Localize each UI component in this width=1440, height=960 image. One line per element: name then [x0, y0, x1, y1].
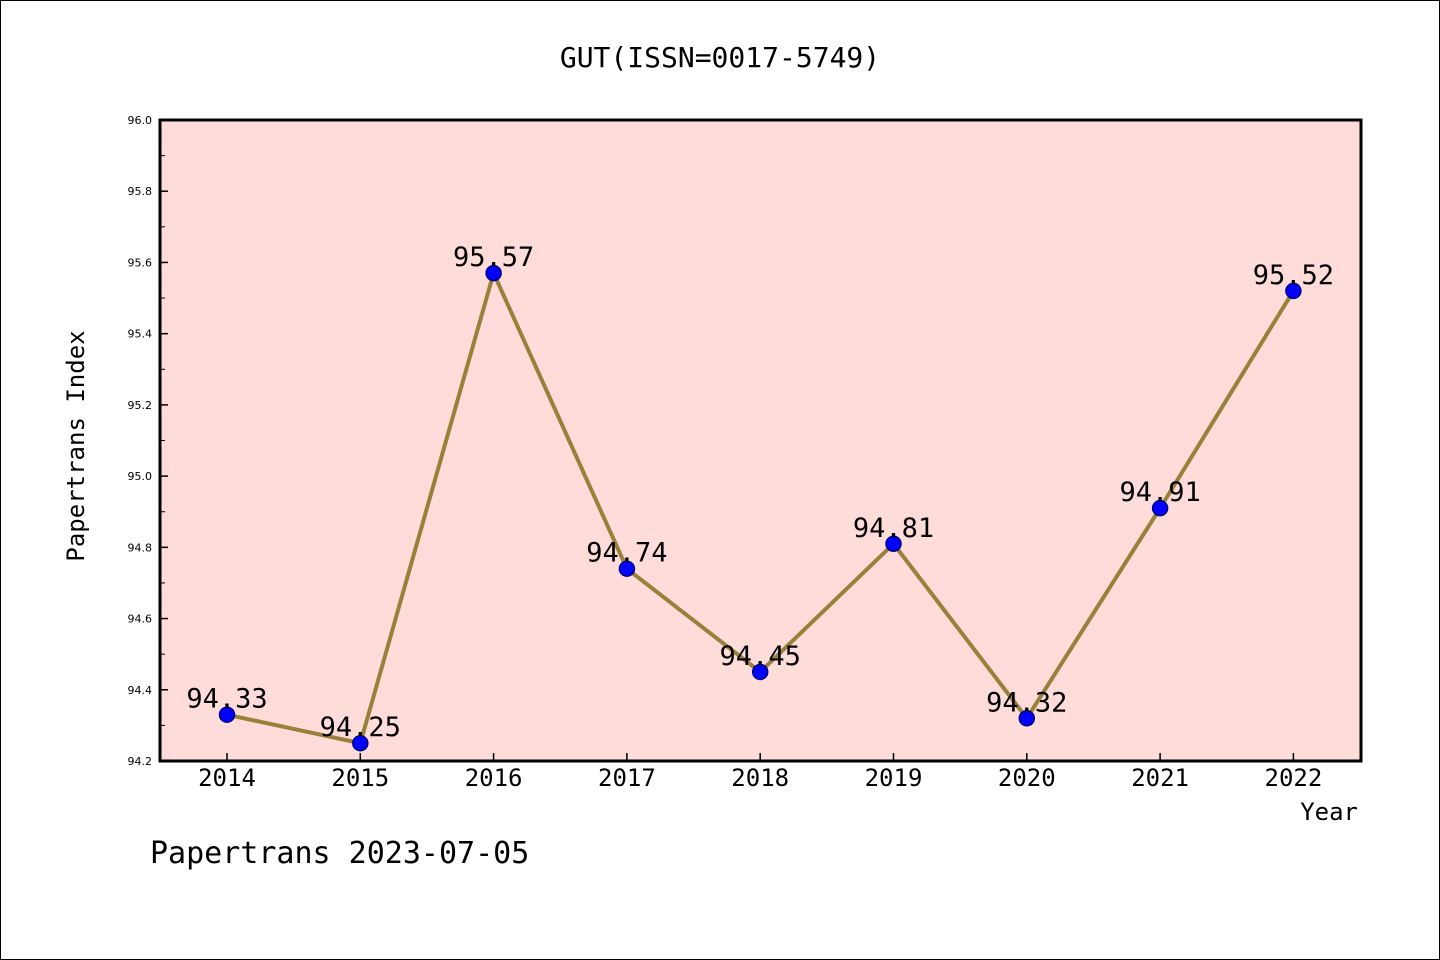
x-tick-label: 2017 — [598, 764, 656, 792]
y-tick-label: 95.0 — [128, 470, 153, 483]
y-tick-label: 96.0 — [128, 114, 153, 127]
data-point — [618, 560, 636, 577]
y-tick-label: 94.6 — [128, 613, 153, 626]
y-tick-label: 95.6 — [128, 256, 153, 269]
data-points — [218, 264, 1302, 752]
y-tick-label: 94.2 — [128, 755, 153, 768]
x-tick-label: 2019 — [865, 764, 923, 792]
x-axis: 2014 2015 2016 2017 2018 2019 2020 2021 2022 — [198, 753, 1322, 792]
data-point — [751, 663, 769, 681]
plot-area — [160, 120, 1361, 761]
data-point — [1285, 282, 1302, 300]
data-labels: 94.33 94.25 95.57 94.74 94.45 94.81 94.32 94.91… — [186, 242, 1334, 743]
data-label: 94.33 — [186, 684, 267, 715]
y-axis-label: Papertrans Index — [62, 330, 90, 561]
x-tick-label: 2016 — [465, 764, 523, 792]
data-label: 94.25 — [320, 712, 401, 743]
y-tick-label: 95.4 — [128, 328, 153, 341]
y-tick-label: 94.4 — [128, 684, 153, 697]
data-point — [885, 535, 902, 553]
data-label: 94.45 — [720, 641, 801, 672]
x-tick-label: 2020 — [998, 764, 1056, 792]
data-point — [1151, 499, 1169, 517]
y-tick-label: 95.8 — [128, 185, 153, 198]
footer-text: Papertrans 2023-07-05 — [150, 836, 529, 871]
x-tick-label: 2021 — [1131, 764, 1189, 792]
x-tick-label: 2022 — [1265, 764, 1323, 792]
data-label: 95.57 — [453, 242, 534, 273]
data-label: 94.74 — [586, 538, 667, 569]
data-point — [485, 264, 502, 282]
data-point — [1018, 710, 1036, 727]
x-axis-label: Year — [1300, 798, 1358, 826]
x-tick-label: 2015 — [331, 764, 389, 792]
chart-title: GUT(ISSN=0017-5749) — [560, 41, 880, 74]
data-label: 94.91 — [1119, 477, 1200, 508]
x-tick-label: 2018 — [731, 764, 789, 792]
x-tick-label: 2014 — [198, 764, 256, 792]
data-label: 95.52 — [1253, 260, 1334, 291]
plot-border — [158, 118, 1363, 763]
data-label: 94.32 — [986, 687, 1067, 718]
y-tick-label: 95.2 — [128, 399, 153, 412]
data-point — [352, 734, 369, 752]
data-label: 94.81 — [853, 513, 934, 544]
data-point — [218, 706, 236, 723]
y-tick-label: 94.8 — [128, 541, 153, 554]
